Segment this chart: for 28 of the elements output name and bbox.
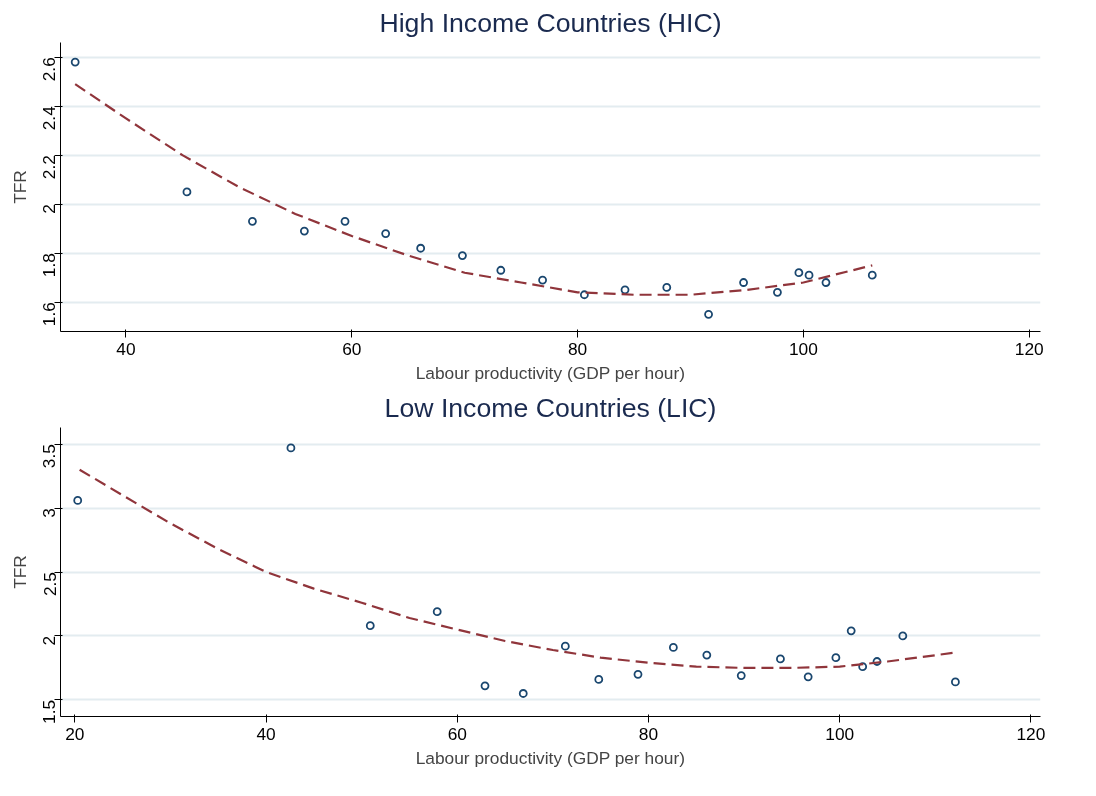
y-tick-label: 1.6 — [39, 302, 60, 327]
x-tick-label: 100 — [825, 723, 855, 744]
y-tick-label: 2.4 — [39, 105, 60, 131]
y-tick-label: 2 — [39, 204, 60, 214]
x-axis-title: Labour productivity (GDP per hour) — [415, 747, 686, 768]
y-tick-label: 2.2 — [39, 155, 60, 180]
x-tick-label: 120 — [1016, 723, 1046, 744]
x-tick-label: 80 — [638, 723, 659, 744]
y-axis-title: TFR — [9, 555, 30, 589]
y-tick-label: 2 — [39, 635, 60, 646]
chart-title: High Income Countries (HIC) — [379, 7, 722, 38]
x-tick-label: 120 — [1014, 338, 1044, 359]
x-axis-title: Labour productivity (GDP per hour) — [415, 362, 686, 383]
x-tick-label: 60 — [342, 338, 362, 359]
chart-title: Low Income Countries (LIC) — [384, 392, 717, 423]
x-tick-label: 40 — [116, 338, 136, 359]
y-tick-label: 2.6 — [39, 57, 60, 82]
x-tick-label: 80 — [567, 338, 588, 359]
x-tick-label: 40 — [256, 723, 276, 744]
y-tick-label: 3.5 — [39, 444, 60, 469]
y-tick-label: 3 — [39, 508, 60, 518]
x-tick-label: 20 — [65, 723, 85, 744]
y-tick-label: 1.8 — [39, 253, 60, 278]
y-tick-label: 2.5 — [39, 571, 60, 597]
y-axis-title: TFR — [9, 170, 30, 204]
y-tick-label: 1.5 — [39, 699, 60, 724]
x-tick-label: 100 — [788, 338, 818, 359]
x-tick-label: 60 — [447, 723, 467, 744]
